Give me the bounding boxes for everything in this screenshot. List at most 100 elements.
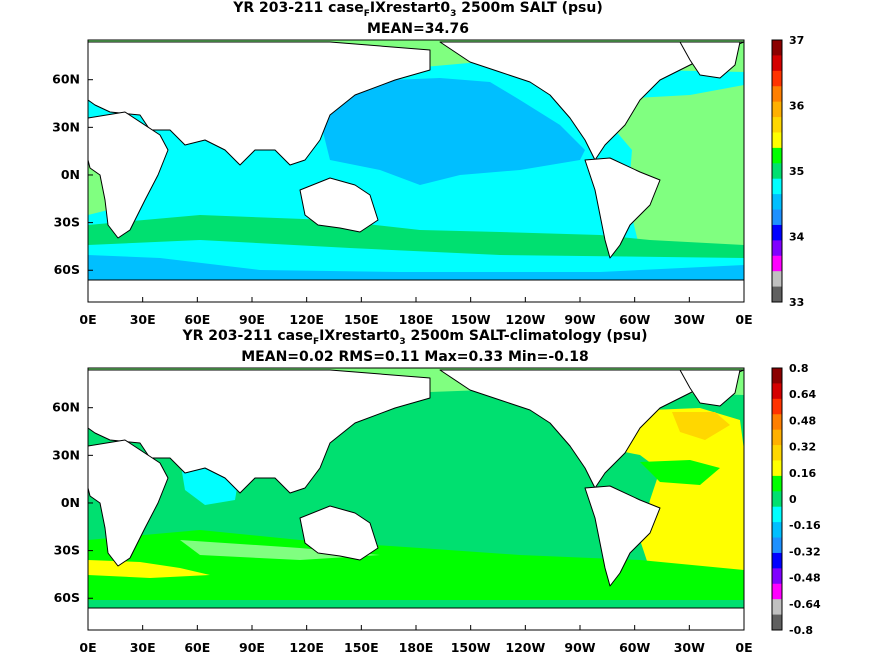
x-tick-label: 120E — [289, 640, 324, 655]
panel-anomaly-australia — [299, 505, 379, 561]
colorbar-segment — [772, 368, 782, 384]
panel-salinity-eurasia — [88, 41, 431, 166]
panel-salinity-title: YR 203-211 caseFIXrestart03 2500m SALT (… — [232, 0, 603, 19]
colorbar-segment — [772, 286, 782, 303]
colorbar-segment — [772, 240, 782, 257]
x-tick-label: 180E — [399, 312, 434, 327]
panel-anomaly-land — [88, 369, 744, 630]
x-tick-label: 90W — [564, 312, 595, 327]
colorbar-segment — [772, 178, 782, 195]
colorbar-segment — [772, 55, 782, 72]
colorbar-segment — [772, 460, 782, 477]
x-tick-label: 120E — [289, 312, 324, 327]
colorbar-label: 0 — [789, 493, 797, 506]
x-tick-label: 90W — [564, 640, 595, 655]
colorbar-label: 0.8 — [789, 362, 809, 375]
colorbar-segment — [772, 224, 782, 241]
x-tick-label: 0E — [79, 312, 96, 327]
panel-anomaly-colorbar: 0.8 0.64 0.48 0.32 0.16 0 -0.16 -0.32 -0.48 -0.64… — [771, 362, 821, 637]
panel-salinity-africa — [88, 111, 169, 239]
panel-salinity-south-america — [584, 157, 661, 259]
panel-salinity-australia — [299, 177, 379, 233]
colorbar-label: 35 — [789, 165, 804, 178]
colorbar-label: 0.16 — [789, 467, 816, 480]
panel-anomaly-y-axis: 60N 30N 0N 30S 60S — [52, 400, 93, 605]
panel-anomaly-greenland — [679, 369, 741, 407]
colorbar-label: 36 — [789, 100, 805, 113]
colorbar-frame — [771, 367, 783, 631]
colorbar-label: 34 — [789, 231, 805, 244]
x-tick-label: 150W — [451, 640, 491, 655]
colorbar-segment — [772, 70, 782, 87]
panel-anomaly-antarctica — [88, 607, 744, 630]
panel-salinity-antarctica — [88, 279, 744, 302]
y-tick-label: 60N — [52, 400, 80, 415]
panel-anomaly-atlantic-orange — [672, 412, 730, 440]
x-tick-label: 90E — [239, 640, 265, 655]
colorbar-segment — [772, 445, 782, 461]
colorbar-segment — [772, 583, 782, 600]
x-tick-label: 30E — [130, 312, 156, 327]
colorbar-segment — [772, 255, 782, 272]
panel-salinity-pacific-region — [320, 78, 585, 185]
x-tick-label: 150W — [451, 312, 491, 327]
y-tick-label: 60S — [54, 590, 80, 605]
y-tick-label: 0N — [61, 495, 80, 510]
x-tick-label: 180E — [399, 640, 434, 655]
colorbar-label: -0.48 — [789, 572, 821, 585]
colorbar-segment — [772, 599, 782, 616]
panel-anomaly-subtitle: MEAN=0.02 RMS=0.11 Max=0.33 Min=-0.18 — [241, 349, 588, 365]
colorbar-segment — [772, 614, 782, 631]
y-tick-label: 30N — [52, 119, 80, 134]
panel-anomaly-africa — [88, 439, 169, 567]
panel-anomaly-atlantic-positive — [605, 408, 744, 580]
colorbar-segment — [772, 537, 782, 554]
panel-salinity-x-axis: 0E 30E 60E 90E 120E 150E 180E 150W 120W 90W 60W 30W… — [79, 297, 753, 327]
x-tick-label: 30W — [674, 640, 705, 655]
colorbar-segment — [772, 132, 782, 149]
colorbar-label: -0.8 — [789, 624, 813, 637]
colorbar-segment — [772, 147, 782, 164]
colorbar-label: -0.16 — [789, 519, 821, 532]
panel-salinity-colorbar: 37 36 35 34 33 — [771, 34, 805, 309]
y-tick-label: 30N — [52, 447, 80, 462]
colorbar-segment — [772, 398, 782, 415]
x-tick-label: 120W — [505, 312, 545, 327]
panel-anomaly-eurasia — [88, 369, 431, 494]
x-tick-label: 120W — [505, 640, 545, 655]
colorbar-segment — [772, 209, 782, 226]
colorbar-label: 37 — [789, 34, 804, 47]
colorbar-label: 0.48 — [789, 414, 816, 427]
x-tick-label: 60E — [184, 640, 210, 655]
colorbar-segment — [772, 522, 782, 539]
colorbar-segment — [772, 271, 782, 288]
y-tick-label: 0N — [61, 167, 80, 182]
colorbar-segment — [772, 163, 782, 180]
panel-salinity-y-axis: 60N 30N 0N 30S 60S — [52, 72, 93, 277]
colorbar-segment — [772, 101, 782, 118]
x-tick-label: 60E — [184, 312, 210, 327]
y-tick-label: 30S — [54, 215, 80, 230]
panel-anomaly-title: YR 203-211 caseFIXrestart03 2500m SALT-c… — [181, 328, 647, 347]
x-tick-label: 30W — [674, 312, 705, 327]
y-tick-label: 60N — [52, 72, 80, 87]
x-tick-label: 60W — [619, 312, 650, 327]
panel-salinity-subtitle: MEAN=34.76 — [367, 21, 469, 37]
x-tick-label: 150E — [344, 312, 379, 327]
x-tick-label: 0E — [79, 640, 96, 655]
colorbar-segment — [772, 552, 782, 569]
colorbar-label: -0.32 — [789, 545, 821, 558]
colorbar-segment — [772, 568, 782, 585]
colorbar-segment — [772, 491, 782, 508]
x-tick-label: 90E — [239, 312, 265, 327]
x-tick-label: 150E — [344, 640, 379, 655]
panel-salinity: YR 203-211 caseFIXrestart03 2500m SALT (… — [52, 0, 805, 327]
panel-anomaly-atlantic-green-patch — [640, 460, 720, 485]
x-tick-label: 0E — [735, 312, 752, 327]
panel-salinity-land — [88, 41, 744, 302]
colorbar-segment — [772, 86, 782, 103]
colorbar-segment — [772, 506, 782, 523]
colorbar-label: 33 — [789, 296, 804, 309]
colorbar-segment — [772, 194, 782, 211]
